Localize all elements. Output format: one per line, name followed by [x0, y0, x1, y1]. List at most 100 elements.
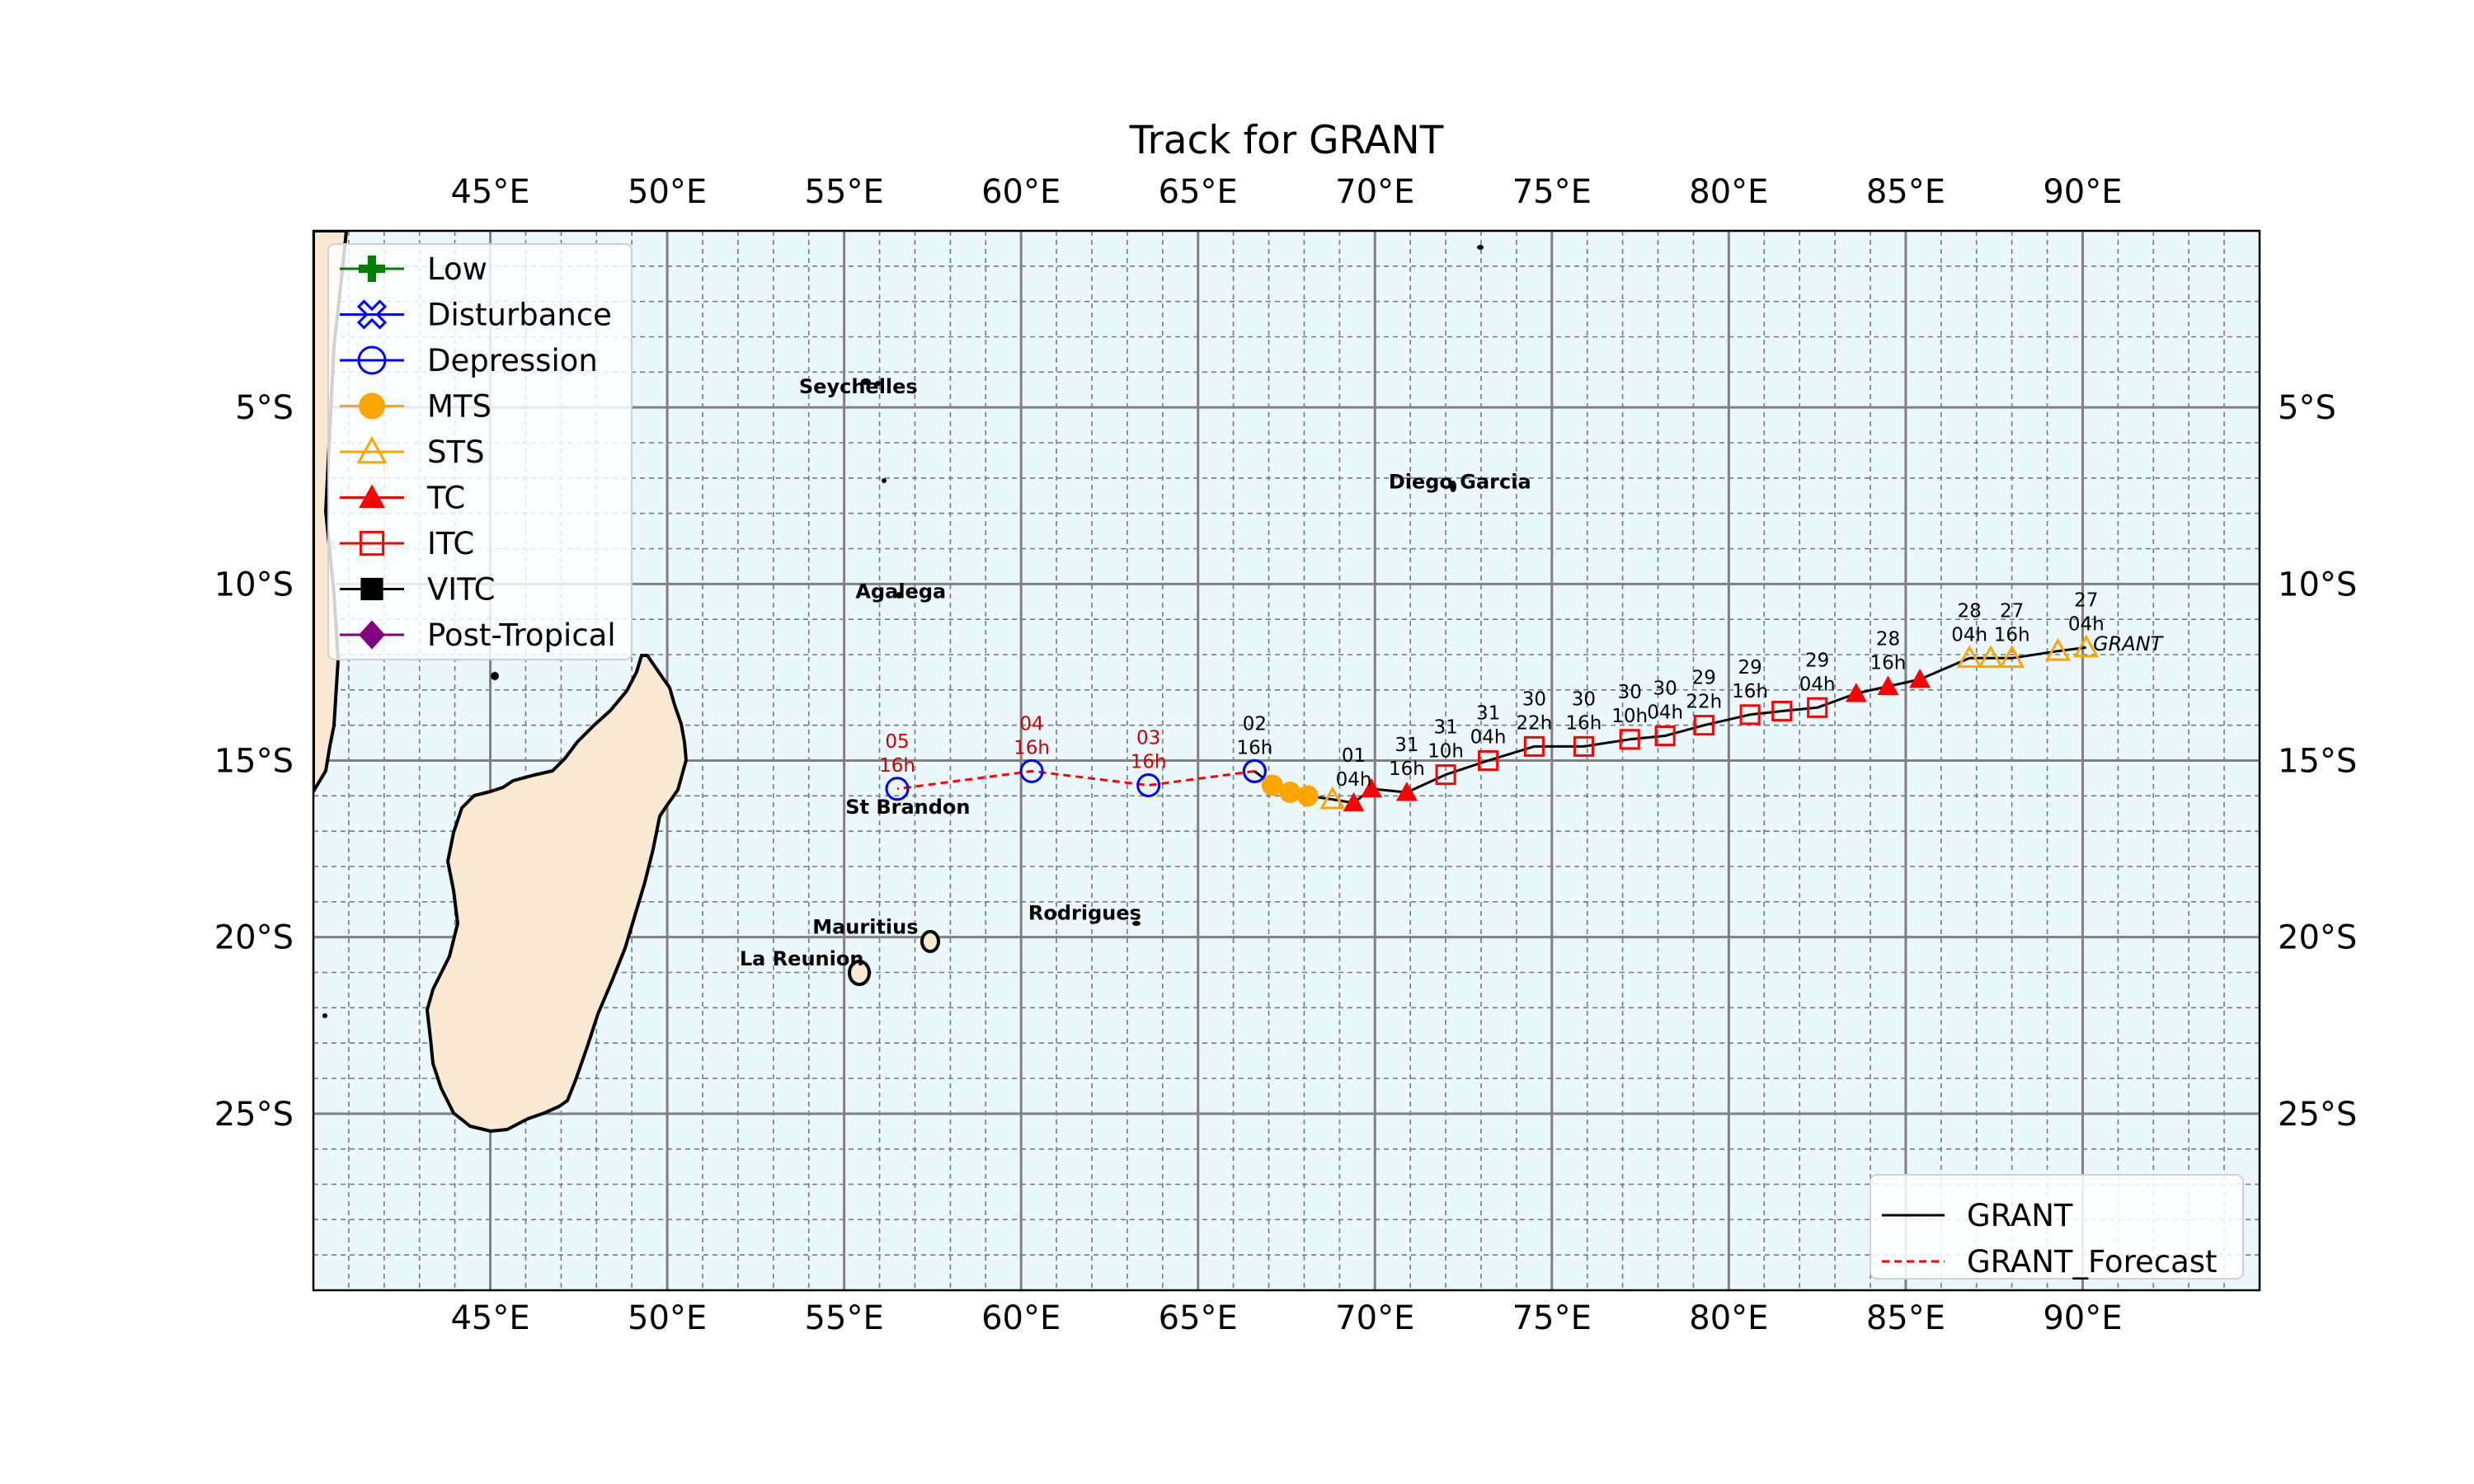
- track-point-sts: [2073, 634, 2100, 658]
- island: [322, 1013, 327, 1018]
- lon-tick-label-bottom: 80°E: [1689, 1299, 1768, 1337]
- track-time-label: 31 10h: [1427, 717, 1464, 763]
- track-time-label: 31 16h: [1389, 735, 1425, 780]
- chart-title: Track for GRANT: [1129, 118, 1444, 163]
- lon-tick-label-top: 70°E: [1335, 173, 1414, 211]
- place-label: Diego Garcia: [1389, 471, 1531, 494]
- legend-label: MTS: [427, 389, 492, 425]
- island: [882, 478, 887, 483]
- legend-entry: Depression: [340, 343, 598, 378]
- track-time-label: 27 16h: [1994, 600, 2030, 646]
- legend-marker-icon: [359, 530, 385, 556]
- track-legend-entry: GRANT: [1882, 1198, 2073, 1233]
- legend-entry: Post-Tropical: [340, 618, 616, 653]
- maldives-island: [1477, 245, 1484, 250]
- category-legend: Low Disturbance Depression MTS STS TC ITC VITC P…: [327, 243, 633, 660]
- track-legend-box: [1870, 1174, 2244, 1280]
- track-point-sts: [1956, 645, 1982, 669]
- lat-tick-label-right: 5°S: [2278, 389, 2336, 427]
- lon-tick-label-top: 65°E: [1159, 173, 1238, 211]
- lat-tick-label-left: 5°S: [235, 389, 294, 427]
- lat-tick-label-left: 20°S: [214, 919, 294, 957]
- axis-tick-labels: 45°E 45°E 50°E 50°E 55°E 55°E 60°E 60°E 65°E 65°E…: [214, 173, 2358, 1337]
- legend-label: STS: [427, 434, 485, 470]
- track-point-tc: [1343, 791, 1365, 812]
- track-point-itc: [1573, 735, 1594, 757]
- track-point-itc: [1619, 729, 1640, 750]
- lon-tick-label-top: 80°E: [1689, 173, 1768, 211]
- track-time-label: 30 04h: [1647, 679, 1683, 724]
- lon-tick-label-bottom: 45°E: [450, 1299, 529, 1337]
- track-time-label: 30 10h: [1611, 682, 1648, 727]
- legend-entry: STS: [340, 434, 485, 470]
- storm-name-label: GRANT: [2093, 632, 2165, 655]
- legend-label: Post-Tropical: [427, 618, 616, 653]
- lon-tick-label-bottom: 55°E: [805, 1299, 884, 1337]
- legend-marker-icon: [356, 299, 388, 330]
- madagascar-landmass: [426, 654, 688, 1133]
- track-point-depression: [1136, 773, 1161, 797]
- lon-tick-label-top: 50°E: [628, 173, 707, 211]
- track-point-mts: [1296, 785, 1319, 807]
- track-point-mts: [1261, 774, 1283, 796]
- legend-marker-icon: [359, 256, 385, 282]
- lon-tick-label-bottom: 50°E: [628, 1299, 707, 1337]
- lon-tick-label-top: 85°E: [1866, 173, 1945, 211]
- track-markers: [885, 634, 2100, 812]
- lon-tick-label-bottom: 75°E: [1512, 1299, 1592, 1337]
- lon-tick-label-top: 45°E: [450, 173, 529, 211]
- track-point-sts: [1319, 786, 1346, 810]
- lon-tick-label-top: 60°E: [981, 173, 1061, 211]
- legend-label: Depression: [427, 343, 598, 378]
- legend-entry: VITC: [340, 572, 496, 608]
- legend-label: VITC: [427, 572, 496, 608]
- track-time-label: 29 16h: [1732, 657, 1768, 702]
- legend-marker-icon: [357, 345, 387, 375]
- lon-tick-label-top: 75°E: [1512, 173, 1592, 211]
- track-legend-label: GRANT: [1967, 1198, 2073, 1233]
- track-point-itc: [1523, 735, 1545, 757]
- seychelles-island: [875, 381, 882, 386]
- track-point-itc: [1478, 749, 1499, 772]
- track-legend-entry: GRANT_Forecast: [1882, 1244, 2218, 1280]
- track-time-label: 05 16h: [879, 731, 915, 777]
- seychelles-island: [861, 378, 871, 385]
- lon-tick-label-bottom: 90°E: [2043, 1299, 2122, 1337]
- track-time-label: 30 16h: [1566, 688, 1602, 734]
- track-point-sts: [1978, 645, 2004, 669]
- legend-entry: Low: [340, 251, 487, 287]
- diego-garcia-island: [1450, 481, 1456, 492]
- track-point-tc: [1845, 683, 1867, 702]
- lat-tick-label-right: 15°S: [2278, 743, 2357, 781]
- track-time-label: 28 04h: [1951, 600, 1987, 646]
- track-legend-label: GRANT_Forecast: [1967, 1244, 2218, 1280]
- lon-tick-label-bottom: 85°E: [1866, 1299, 1945, 1337]
- track-time-label: 29 22h: [1686, 668, 1722, 713]
- track-time-label: 27 04h: [2068, 589, 2105, 635]
- legend-marker-icon: [359, 620, 385, 650]
- lon-tick-label-bottom: 70°E: [1335, 1299, 1414, 1337]
- track-legend: GRANT GRANT_Forecast: [1870, 1174, 2244, 1280]
- map-layer: Seychelles Diego Garcia Agalega St Brandon M…: [313, 231, 2260, 1290]
- track-time-label: 01 04h: [1336, 745, 1372, 791]
- place-label: Rodrigues: [1028, 901, 1141, 924]
- track-point-mts: [1279, 782, 1301, 804]
- track-point-depression: [1242, 758, 1267, 783]
- legend-marker-icon: [360, 577, 383, 601]
- category-legend-box: [327, 243, 633, 660]
- legend-entry: Disturbance: [340, 298, 612, 333]
- island: [491, 672, 499, 680]
- lat-tick-label-right: 10°S: [2278, 566, 2357, 603]
- track-time-label: 28 16h: [1870, 629, 1907, 674]
- track-point-itc: [1739, 704, 1761, 726]
- legend-marker-icon: [359, 484, 385, 509]
- legend-label: ITC: [427, 526, 474, 561]
- track-time-label: 29 04h: [1799, 650, 1836, 695]
- legend-entry: MTS: [340, 389, 492, 425]
- track-time-label: 30 22h: [1516, 688, 1552, 734]
- place-labels: Seychelles Diego Garcia Agalega St Brandon M…: [740, 375, 1531, 970]
- place-label: La Reunion: [740, 947, 864, 970]
- place-label: Agalega: [855, 580, 946, 603]
